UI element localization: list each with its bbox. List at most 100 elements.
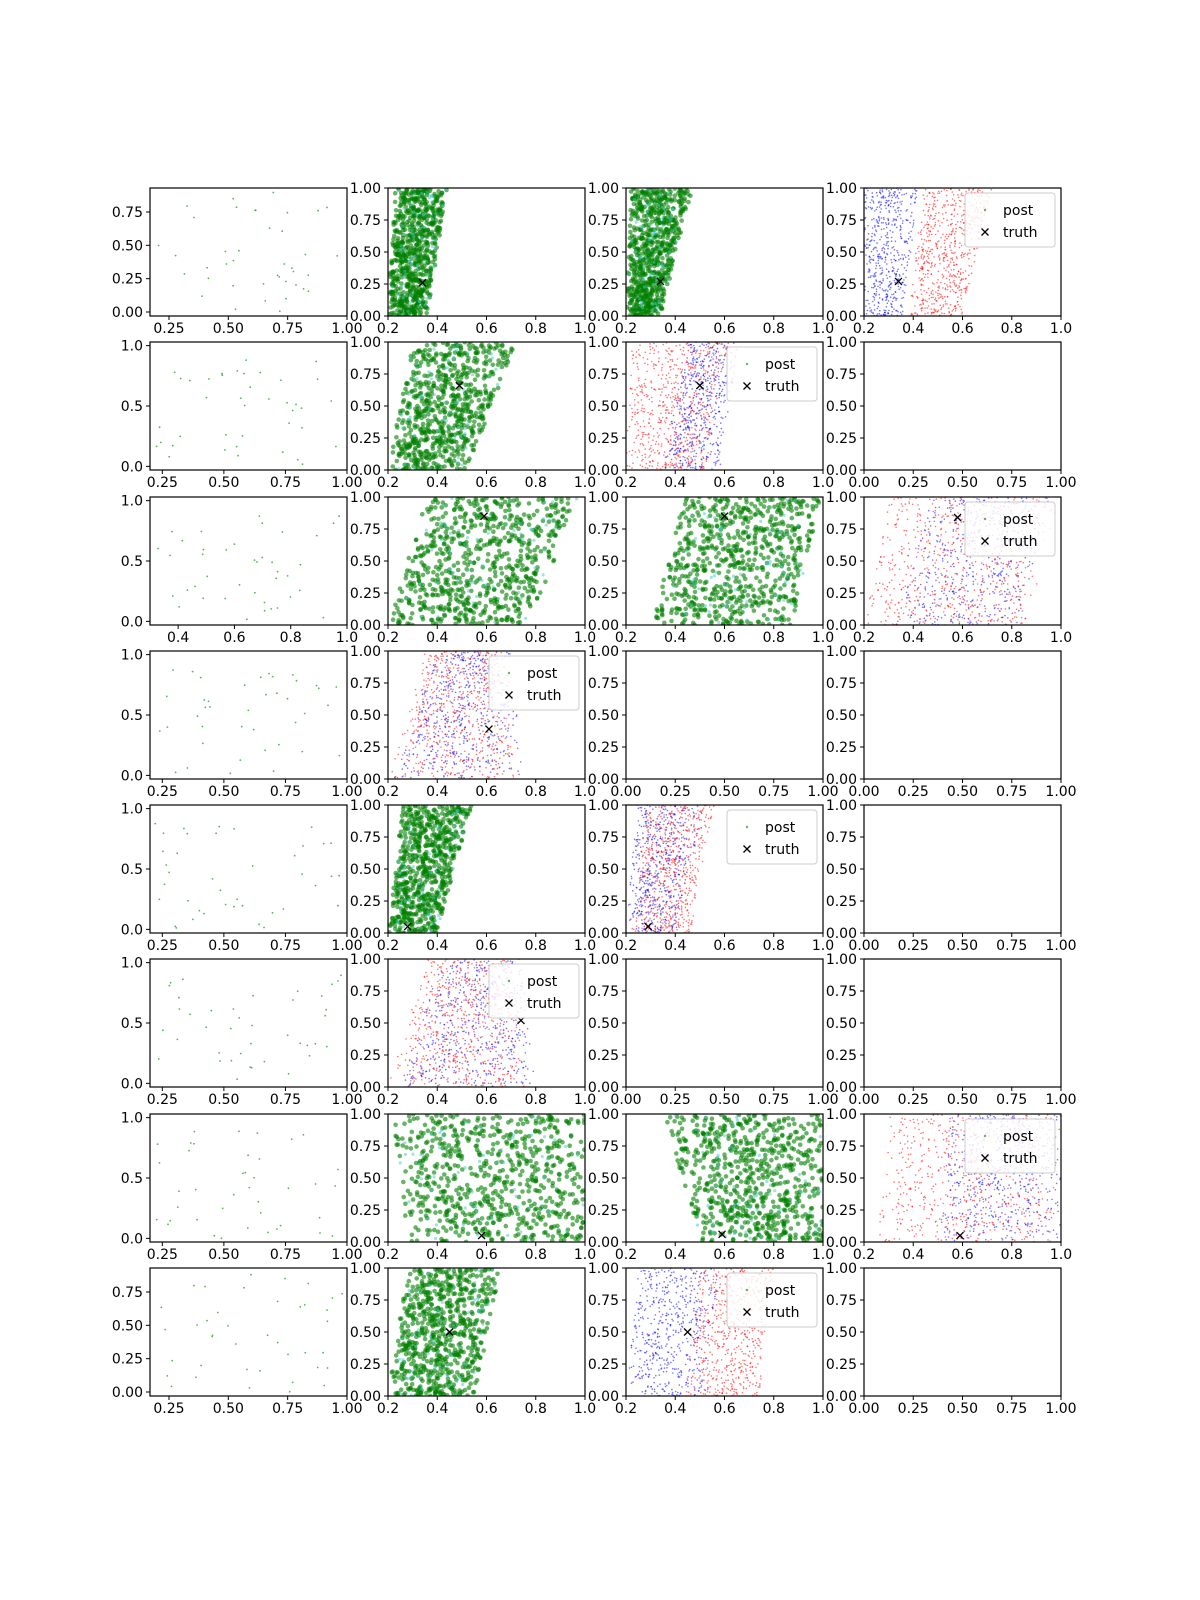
posterior-point-red [670, 464, 672, 466]
posterior-point-blue [701, 405, 704, 407]
posterior-point-blue [702, 457, 705, 460]
posterior-point-red [934, 310, 937, 313]
posterior-point-blue [706, 397, 709, 400]
posterior-point-red [632, 354, 634, 357]
posterior-prior-point [390, 285, 394, 289]
posterior-point-blue [868, 255, 871, 258]
posterior-point [510, 347, 515, 353]
subplot-r0-c1: 0.2 0.4 0.6 0.8 1.00.000.250.500.751.00 [350, 181, 596, 337]
posterior-point-red [929, 192, 931, 194]
posterior-point [500, 342, 505, 348]
posterior-point-red [954, 275, 956, 278]
x-tick-label: 0.25 [898, 475, 929, 491]
posterior-point-blue [676, 405, 678, 408]
posterior-point-red [643, 382, 646, 385]
posterior-point-red [946, 219, 948, 221]
posterior-point-blue [915, 196, 917, 198]
posterior-point-red [961, 256, 963, 259]
posterior-point [426, 362, 431, 368]
posterior-point [469, 414, 475, 419]
posterior-point-red [710, 407, 713, 409]
posterior-point-blue [902, 281, 904, 284]
posterior-point-blue [673, 439, 675, 442]
posterior-point-blue [889, 202, 892, 204]
posterior-point [399, 281, 404, 286]
posterior-point-red [918, 250, 920, 253]
posterior-point-blue [684, 383, 687, 386]
posterior-point-red [939, 296, 942, 298]
posterior-point-red [690, 407, 692, 410]
posterior-point-red [700, 349, 702, 352]
posterior-point [657, 188, 662, 194]
posterior-point-red [642, 410, 644, 413]
posterior-point-red [721, 354, 723, 357]
posterior-point [397, 203, 403, 209]
posterior-point-blue [680, 382, 683, 384]
posterior-point [639, 190, 644, 196]
posterior-point-blue [878, 280, 880, 283]
posterior-point-blue [682, 394, 684, 397]
posterior-prior-point [430, 200, 434, 204]
posterior-point-red [964, 270, 967, 272]
posterior-point-red [944, 254, 946, 256]
posterior-point-red [924, 276, 926, 279]
posterior-point-blue [908, 232, 910, 234]
posterior-point [437, 207, 443, 213]
posterior-point-red [979, 189, 981, 192]
posterior-point-red [709, 421, 711, 424]
posterior-prior-point [645, 210, 649, 214]
posterior-point [436, 394, 441, 400]
posterior-point [656, 198, 661, 204]
posterior-point-blue [879, 191, 881, 194]
posterior-point-blue [876, 221, 879, 224]
posterior-point-red [930, 225, 932, 228]
posterior-point-red [948, 263, 950, 266]
posterior-point-red [702, 466, 705, 468]
posterior-point-red [950, 314, 952, 316]
posterior-point-red [945, 269, 947, 272]
posterior-point [631, 225, 637, 230]
posterior-point-red [698, 429, 701, 432]
posterior-point-red [928, 297, 931, 300]
posterior-point-red [949, 246, 951, 248]
x-tick-label: 0.25 [147, 475, 178, 491]
posterior-point-red [926, 307, 928, 309]
sample-point [261, 522, 264, 525]
posterior-point [471, 442, 477, 448]
posterior-point [417, 595, 423, 600]
posterior-point [415, 414, 420, 420]
posterior-point-blue [887, 247, 889, 250]
posterior-point-red [640, 409, 642, 412]
posterior-point [469, 429, 475, 435]
posterior-prior-point [445, 366, 449, 370]
posterior-point-blue [692, 359, 694, 362]
posterior-point-red [947, 204, 949, 206]
posterior-point-red [939, 225, 941, 227]
posterior-point-blue [897, 197, 900, 200]
posterior-point [424, 392, 429, 398]
posterior-point [412, 452, 417, 458]
posterior-point-blue [682, 391, 685, 394]
posterior-point-red [927, 239, 930, 242]
posterior-point [634, 259, 639, 265]
posterior-point-blue [873, 304, 876, 306]
posterior-point-blue [683, 379, 686, 381]
posterior-point-blue [709, 453, 712, 456]
posterior-point [390, 464, 396, 469]
posterior-point-blue [877, 259, 880, 262]
posterior-point-blue [720, 370, 722, 373]
posterior-point-red [637, 423, 639, 425]
posterior-point-blue [703, 344, 705, 347]
posterior-point-blue [692, 437, 694, 439]
posterior-prior-point [640, 300, 644, 304]
posterior-point-red [957, 287, 959, 289]
posterior-point-blue [695, 364, 697, 366]
posterior-point-red [931, 265, 933, 267]
posterior-point [490, 362, 496, 368]
posterior-prior-point [426, 273, 430, 277]
subplot-r1-c2: 0.2 0.4 0.6 0.8 1.00.000.250.500.751.00postt… [588, 335, 834, 491]
legend-post-label: post [1003, 203, 1034, 219]
posterior-point-blue [674, 449, 676, 452]
posterior-point-red [651, 465, 653, 468]
posterior-point-blue [683, 407, 685, 410]
